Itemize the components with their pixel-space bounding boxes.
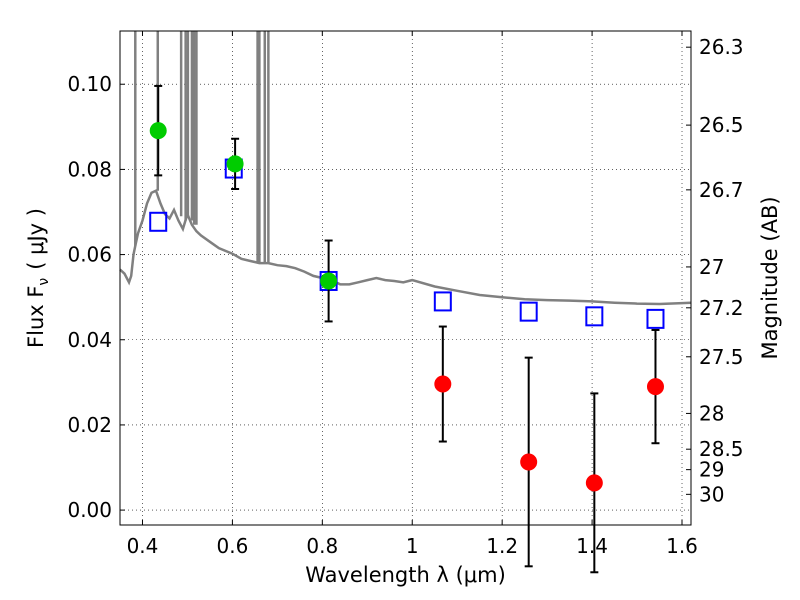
spectrum-line <box>119 188 692 306</box>
y2-tick-label: 29 <box>699 458 724 482</box>
y-tick-label: 0.10 <box>67 72 112 96</box>
detection-marker <box>149 122 167 140</box>
x-tick-label: 0.6 <box>216 534 248 558</box>
model-square-marker <box>519 301 538 322</box>
y2-tick-label: 26.7 <box>699 178 744 202</box>
x-tick-label: 0.4 <box>127 534 159 558</box>
y2-tick-label: 26.5 <box>699 113 744 137</box>
y-axis-label-main: Flux F <box>24 286 48 348</box>
upper-limit-marker <box>646 378 664 396</box>
plot-area <box>120 31 691 525</box>
spectrum-layer <box>119 31 692 306</box>
y2-axis-label: Magnitude (AB) <box>758 196 782 359</box>
y-axis-ticks: 0.00 0.02 0.04 0.06 0.08 0.10 <box>67 72 125 522</box>
x-tick-label: 0.8 <box>306 534 338 558</box>
y2-tick-label: 27.2 <box>699 296 744 320</box>
model-square-marker <box>149 211 168 232</box>
y-axis-label: Flux Fν ( μJy ) <box>24 208 52 348</box>
y2-tick-label: 28 <box>699 401 724 425</box>
model-square-marker <box>585 306 604 327</box>
model-square-marker <box>433 291 452 312</box>
y-tick-label: 0.08 <box>67 157 112 181</box>
x-axis-label: Wavelength λ (μm) <box>305 563 506 587</box>
points-layer <box>149 84 665 574</box>
detection-marker <box>320 272 338 290</box>
y2-tick-label: 27.5 <box>699 345 744 369</box>
y2-tick-label: 26.3 <box>699 35 744 59</box>
y-tick-label: 0.00 <box>67 498 112 522</box>
x-tick-label: 1.4 <box>576 534 608 558</box>
upper-limit-marker <box>585 474 603 492</box>
y2-tick-label: 28.5 <box>699 437 744 461</box>
y-axis-label-unit: ( μJy ) <box>24 208 48 270</box>
y-tick-label: 0.06 <box>67 243 112 267</box>
x-axis-ticks: 0.4 0.6 0.8 1 1.2 1.4 1.6 <box>127 31 698 558</box>
y-axis-label-subscript: ν <box>36 278 52 286</box>
plot-frame <box>119 30 692 526</box>
upper-limit-marker <box>520 453 538 471</box>
y-tick-label: 0.02 <box>67 413 112 437</box>
model-square-marker <box>646 308 665 329</box>
x-tick-label: 1 <box>406 534 419 558</box>
y2-tick-label: 27 <box>699 255 724 279</box>
y-tick-label: 0.04 <box>67 328 112 352</box>
upper-limit-marker <box>434 375 452 393</box>
x-tick-label: 1.6 <box>666 534 698 558</box>
x-tick-label: 1.2 <box>486 534 518 558</box>
y2-tick-label: 30 <box>699 482 724 506</box>
detection-marker <box>226 155 244 173</box>
